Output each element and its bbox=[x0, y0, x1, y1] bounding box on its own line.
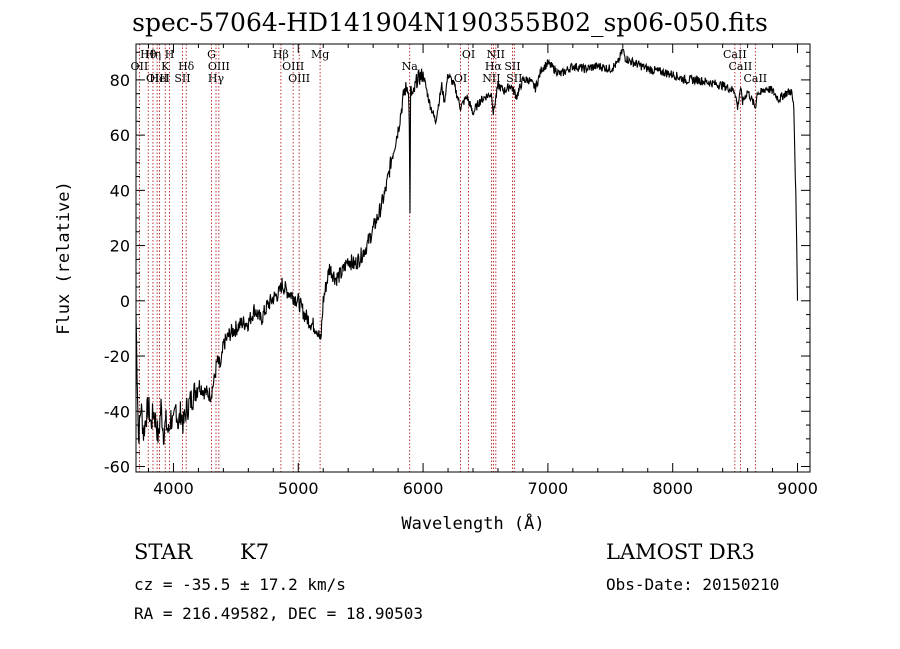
spectrum-line bbox=[135, 48, 799, 445]
line-marker-label: Hδ bbox=[178, 60, 195, 73]
line-marker-label: OIII bbox=[146, 72, 168, 85]
y-tick-label: -20 bbox=[104, 347, 130, 366]
x-tick-label: 8000 bbox=[652, 479, 693, 498]
chart-title: spec-57064-HD141904N190355B02_sp06-050.f… bbox=[132, 8, 768, 37]
x-tick-label: 7000 bbox=[528, 479, 569, 498]
line-marker-label: HeI bbox=[149, 72, 169, 85]
line-marker-label: CaII bbox=[743, 72, 767, 85]
survey-name: LAMOST DR3 bbox=[606, 540, 755, 564]
redshift-cz: cz = -35.5 ± 17.2 km/s bbox=[134, 575, 346, 594]
x-tick-label: 5000 bbox=[278, 479, 319, 498]
line-markers bbox=[138, 44, 756, 472]
line-marker-label: Na bbox=[402, 60, 419, 73]
x-tick-label: 9000 bbox=[777, 479, 818, 498]
line-marker-label: SII bbox=[506, 72, 522, 85]
y-tick-label: 60 bbox=[110, 126, 130, 145]
line-marker-label: NII bbox=[482, 72, 500, 85]
object-subclass: K7 bbox=[240, 540, 270, 564]
line-marker-label: Hθ bbox=[140, 48, 157, 61]
line-marker-labels: HθOIIOIIIHηKHeIHHδSIIGOIIIHγHβOIIIOIIIMg… bbox=[131, 48, 768, 85]
y-axis-label: Flux (relative) bbox=[54, 181, 74, 335]
line-marker-label: NII bbox=[487, 48, 505, 61]
x-tick-label: 4000 bbox=[153, 479, 194, 498]
line-marker-label: Mg bbox=[311, 48, 329, 61]
line-marker-label: OI bbox=[454, 72, 467, 85]
observation-date: Obs-Date: 20150210 bbox=[606, 575, 780, 594]
line-marker-label: K bbox=[161, 60, 170, 73]
y-tick-label: 20 bbox=[110, 237, 130, 256]
line-marker-label: Hβ bbox=[273, 48, 289, 61]
line-marker-label: H bbox=[165, 48, 175, 61]
ra-dec: RA = 216.49582, DEC = 18.90503 bbox=[134, 604, 423, 623]
line-marker-label: Hγ bbox=[208, 72, 225, 85]
plot-frame bbox=[135, 43, 811, 473]
object-class: STAR bbox=[134, 540, 193, 564]
x-axis-label: Wavelength (Å) bbox=[401, 512, 544, 534]
y-tick-label: -60 bbox=[104, 457, 130, 476]
line-marker-label: SII bbox=[504, 60, 520, 73]
line-marker-label: SII bbox=[174, 72, 190, 85]
line-marker-label: Hη bbox=[145, 48, 161, 61]
line-marker-label: OIII bbox=[208, 60, 230, 73]
line-marker-label: CaII bbox=[723, 48, 747, 61]
x-tick-label: 6000 bbox=[403, 479, 444, 498]
y-tick-label: 80 bbox=[110, 71, 130, 90]
line-marker-label: OIII bbox=[282, 60, 304, 73]
y-tick-label: 0 bbox=[120, 292, 130, 311]
y-axis-ticks: -60 -40 -20 0 20 40 60 80 bbox=[104, 51, 810, 476]
line-marker-label: Hα bbox=[485, 60, 503, 73]
line-marker-label: OIII bbox=[288, 72, 310, 85]
y-tick-label: -40 bbox=[104, 402, 130, 421]
x-axis-ticks: 4000 5000 6000 7000 8000 9000 bbox=[147, 44, 818, 498]
y-tick-label: 40 bbox=[110, 181, 130, 200]
line-marker-label: OI bbox=[462, 48, 475, 61]
line-marker-label: CaII bbox=[729, 60, 753, 73]
line-marker-label: G bbox=[207, 48, 216, 61]
